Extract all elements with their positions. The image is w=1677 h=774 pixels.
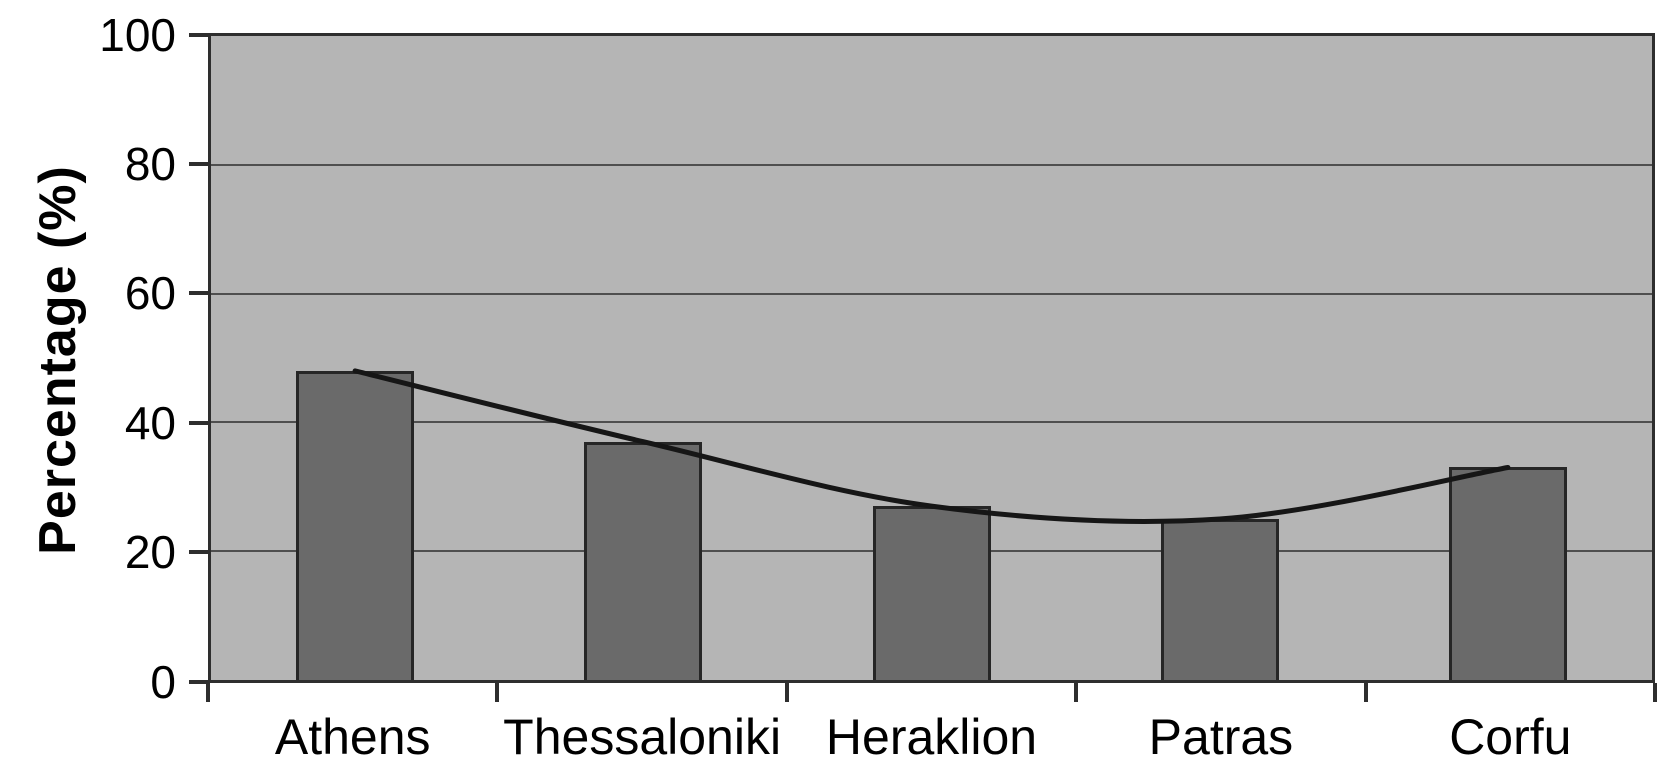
x-tick-mark-0 bbox=[206, 683, 210, 702]
y-tick-mark-80 bbox=[189, 161, 208, 166]
y-tick-mark-60 bbox=[189, 291, 208, 296]
x-tick-mark-5 bbox=[1653, 683, 1657, 702]
y-tick-mark-100 bbox=[189, 32, 208, 37]
x-axis-category-labels: Athens Thessaloniki Heraklion Patras Corfu bbox=[208, 708, 1655, 766]
y-tick-label-100: 100 bbox=[99, 8, 176, 61]
gridline-80 bbox=[211, 163, 1652, 166]
gridline-60 bbox=[211, 292, 1652, 295]
y-tick-mark-40 bbox=[189, 420, 208, 425]
category-label-thessaloniki: Thessaloniki bbox=[503, 709, 782, 765]
y-tick-mark-0 bbox=[189, 679, 208, 684]
plot-area bbox=[208, 33, 1655, 683]
bar-corfu bbox=[1448, 467, 1567, 680]
trend-line-path bbox=[352, 368, 1511, 525]
category-label-heraklion: Heraklion bbox=[825, 709, 1038, 765]
category-label-patras: Patras bbox=[1148, 709, 1294, 765]
y-tick-label-0: 0 bbox=[150, 655, 176, 708]
gridline-40 bbox=[211, 421, 1652, 424]
category-label-corfu: Corfu bbox=[1449, 709, 1572, 765]
y-tick-label-20: 20 bbox=[124, 526, 176, 579]
x-tick-mark-2 bbox=[784, 683, 789, 702]
trend-line bbox=[352, 368, 1511, 525]
y-tick-label-80: 80 bbox=[124, 137, 176, 190]
y-tick-label-60: 60 bbox=[124, 267, 176, 320]
y-axis-title: Percentage (%) bbox=[29, 165, 87, 555]
x-tick-mark-1 bbox=[495, 683, 500, 702]
x-tick-mark-3 bbox=[1074, 683, 1079, 702]
plot-inner bbox=[211, 36, 1652, 680]
bar-heraklion bbox=[872, 506, 991, 680]
y-tick-label-40: 40 bbox=[124, 396, 176, 449]
category-label-athens: Athens bbox=[274, 709, 431, 765]
bar-athens bbox=[296, 370, 415, 680]
bar-patras bbox=[1160, 519, 1279, 680]
y-tick-mark-20 bbox=[189, 550, 208, 555]
x-tick-mark-4 bbox=[1363, 683, 1368, 702]
